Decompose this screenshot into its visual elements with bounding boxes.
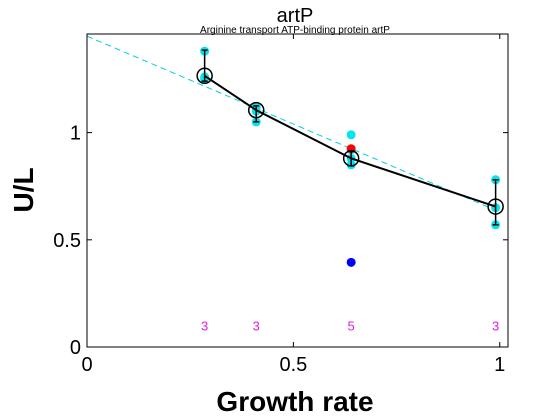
mean-line <box>204 74 496 208</box>
x-tick-label: 1 <box>494 354 505 376</box>
mean-point <box>487 198 504 215</box>
count-label: 3 <box>492 319 499 334</box>
plot-area: 3 3 5 3 <box>87 35 504 334</box>
fit-line <box>87 35 500 213</box>
blue-point <box>346 257 356 267</box>
count-label: 3 <box>253 319 260 334</box>
y-axis-label: U/L <box>8 167 39 212</box>
x-tick-label: 0.5 <box>279 354 307 376</box>
mean-point <box>196 67 213 85</box>
x-tick-label: 0 <box>81 354 92 376</box>
replicate-point <box>346 130 356 140</box>
count-label: 3 <box>201 319 208 334</box>
axes: 0 0.5 1 0 0.5 1 <box>53 34 508 376</box>
y-tick-label: 1 <box>70 123 81 145</box>
x-axis-label: Growth rate <box>216 386 373 417</box>
y-tick-label: 0.5 <box>53 230 81 252</box>
plot-frame <box>86 33 509 348</box>
chart-subtitle: Arginine transport ATP-binding protein a… <box>200 25 390 36</box>
count-label: 5 <box>348 319 355 334</box>
chart-title: artP <box>277 5 314 27</box>
mean-point <box>247 101 265 119</box>
y-tick-label: 0 <box>70 337 81 359</box>
mean-point <box>342 150 360 167</box>
